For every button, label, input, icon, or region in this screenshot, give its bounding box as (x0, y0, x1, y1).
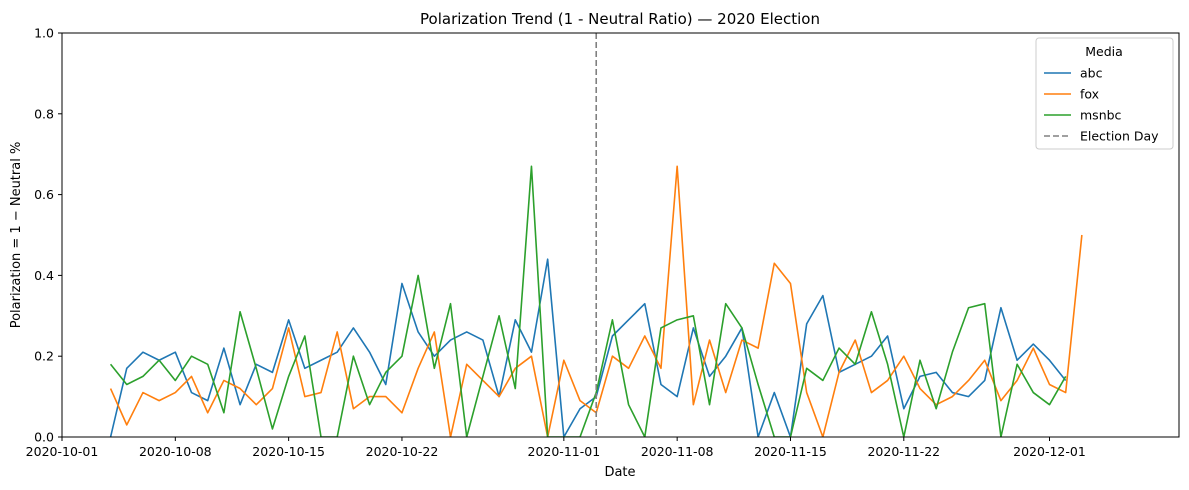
y-tick-label: 0.2 (34, 349, 54, 364)
legend-box (1035, 37, 1174, 150)
y-tick-label: 0.6 (34, 187, 54, 202)
y-tick-label: 0.8 (34, 106, 54, 121)
y-tick-label: 1.0 (34, 26, 54, 41)
y-tick-label: 0.0 (34, 430, 54, 445)
series-line-abc (109, 258, 1067, 437)
x-tick-label: 2020-10-15 (252, 444, 325, 459)
x-tick-label: 2020-10-08 (139, 444, 212, 459)
legend-label-fox: fox (1080, 87, 1099, 102)
y-tick-label: 0.4 (34, 268, 54, 283)
x-tick-label: 2020-11-01 (528, 444, 601, 459)
ticks-layer: 2020-10-01 2020-10-08 2020-10-15 2020-10-22… (26, 26, 1086, 460)
legend: Media abc fox msnbc Election Day (1035, 37, 1174, 150)
y-axis-label: Polarization = 1 − Neutral % (9, 142, 24, 329)
series-line-msnbc (109, 165, 1067, 437)
chart-title: Polarization Trend (1 - Neutral Ratio) —… (420, 10, 820, 28)
x-tick-label: 2020-11-08 (641, 444, 714, 459)
x-tick-label: 2020-10-22 (366, 444, 439, 459)
x-axis-label: Date (604, 465, 635, 480)
x-tick-label: 2020-11-22 (867, 444, 940, 459)
legend-title: Media (1085, 44, 1123, 59)
x-tick-label: 2020-12-01 (1013, 444, 1086, 459)
series-layer (109, 33, 1083, 437)
legend-label-msnbc: msnbc (1080, 108, 1122, 123)
legend-label-abc: abc (1080, 66, 1103, 81)
plot-frame (61, 32, 1180, 438)
legend-label-election-day: Election Day (1080, 129, 1159, 144)
x-tick-label: 2020-10-01 (26, 444, 99, 459)
x-tick-label: 2020-11-15 (754, 444, 827, 459)
